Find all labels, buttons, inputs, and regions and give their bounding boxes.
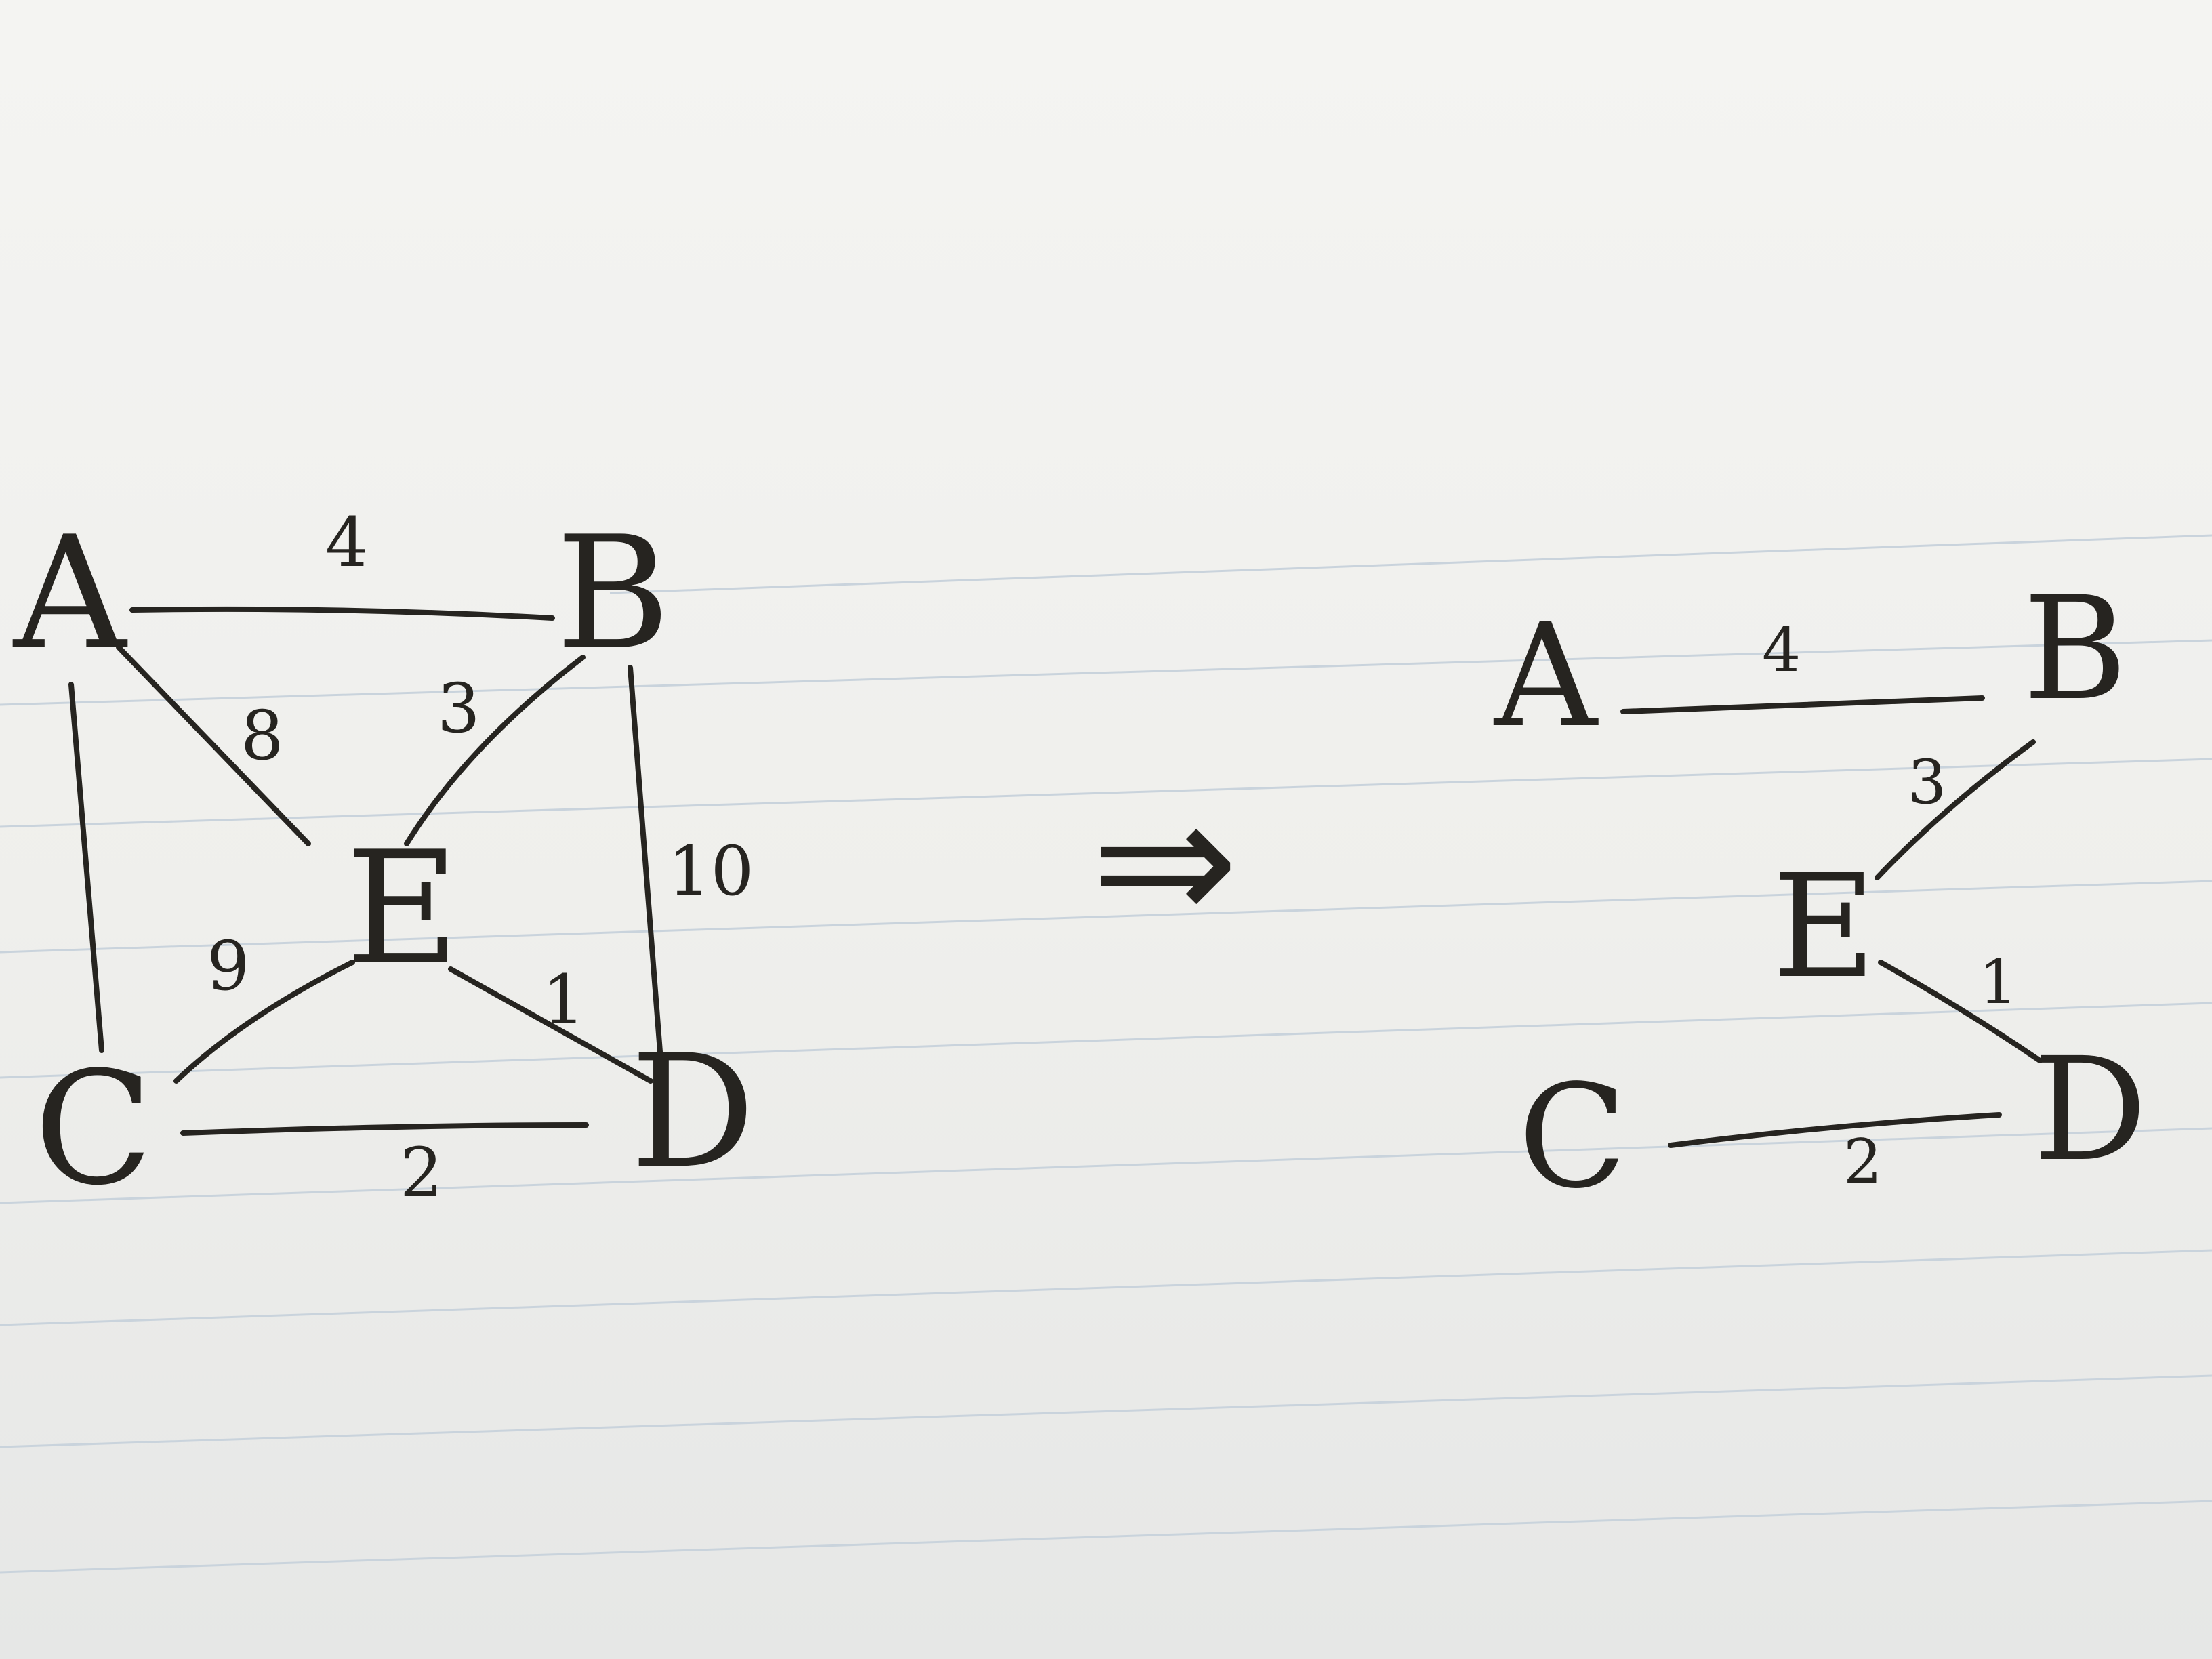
weight-e-c: 9: [207, 926, 250, 1006]
edge-a-c: [68, 682, 104, 1053]
node-d: D: [630, 1022, 755, 1203]
left-edges: [68, 606, 663, 1136]
edge-a-b: [129, 606, 555, 621]
edge-e-d: [448, 966, 653, 1084]
weight-b-e-result: 3: [1908, 747, 1946, 818]
edge-c-d-result: [1668, 1112, 2002, 1148]
right-graph: A B E C D 4 3 1 2: [1493, 566, 2147, 1220]
edge-a-b-result: [1620, 695, 1985, 714]
node-a-result: A: [1493, 593, 1599, 759]
node-d-result: D: [2033, 1027, 2147, 1193]
node-e-result: E: [1772, 844, 1876, 1010]
weight-c-d-result: 2: [1843, 1126, 1882, 1197]
left-graph: A B E C D 4 8 3 10 9 1 2: [12, 503, 755, 1220]
weight-b-d: 10: [668, 832, 754, 911]
right-weights: 4 3 1 2: [1762, 615, 2018, 1197]
weight-e-d-result: 1: [1979, 947, 2018, 1018]
left-nodes: A B E C D: [12, 504, 755, 1220]
transform-arrow: ⇒: [1091, 759, 1239, 964]
node-b: B: [556, 504, 670, 684]
node-a: A: [12, 504, 128, 684]
ruled-lines: [0, 534, 2212, 1574]
weight-a-b-result: 4: [1762, 615, 1801, 686]
edge-c-d: [180, 1122, 589, 1136]
node-c-result: C: [1518, 1054, 1627, 1220]
node-e: E: [346, 819, 459, 1000]
edge-e-d-result: [1878, 960, 2043, 1063]
weight-a-b: 4: [325, 503, 369, 582]
edge-b-e-result: [1875, 739, 2036, 880]
weight-e-d: 1: [542, 960, 586, 1040]
node-c: C: [34, 1039, 153, 1220]
left-weights: 4 8 3 10 9 1 2: [207, 503, 754, 1212]
weight-c-d: 2: [400, 1133, 443, 1212]
right-edges: [1620, 695, 2043, 1148]
edge-e-c: [173, 960, 355, 1084]
weight-b-e: 3: [437, 669, 480, 748]
edge-b-d: [628, 665, 663, 1063]
edge-a-e: [116, 644, 311, 846]
node-b-result: B: [2023, 566, 2127, 732]
edge-b-e: [404, 655, 586, 846]
right-nodes: A B E C D: [1493, 566, 2147, 1220]
weight-a-e: 8: [241, 696, 284, 775]
